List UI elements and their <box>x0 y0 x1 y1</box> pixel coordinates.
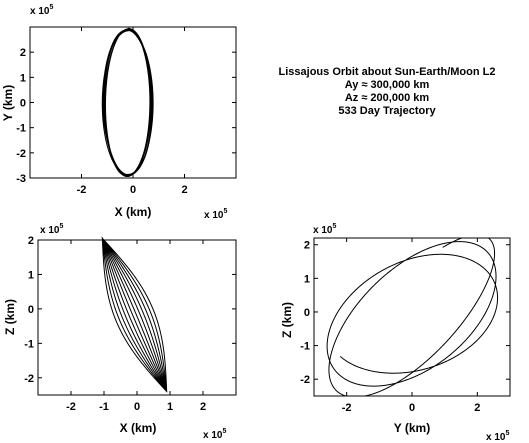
yz-y-multiplier: x 105 <box>313 223 336 236</box>
yz-ticks: -2 0 2 -2 -1 0 1 2 <box>300 238 510 414</box>
yz-xtick-label: 2 <box>474 402 480 414</box>
xz-ytick-label: -2 <box>24 373 34 385</box>
xz-xtick-label: 2 <box>200 401 206 413</box>
xy-ticks: -2 0 2 -3 -2 -1 0 1 2 <box>16 27 236 196</box>
yz-ytick-label: 2 <box>304 240 310 252</box>
yz-ylabel: Z (km) <box>280 302 294 338</box>
xy-trajectory-line <box>101 27 154 178</box>
annotation-line: Az ≈ 200,000 km <box>344 92 430 104</box>
yz-xlabel: Y (km) <box>394 421 430 435</box>
xz-ytick-label: 0 <box>28 304 34 316</box>
yz-ytick-label: -1 <box>300 341 310 353</box>
xy-y-multiplier: x 105 <box>30 4 53 17</box>
yz-ytick-label: -2 <box>300 374 310 386</box>
xy-x-multiplier: x 105 <box>204 208 227 221</box>
yz-x-multiplier: x 105 <box>486 430 509 443</box>
yz-trajectory-line <box>326 237 499 397</box>
orbit-annotation: Lissajous Orbit about Sun-Earth/Moon L2 … <box>262 66 512 118</box>
xy-plot: -2 0 2 -3 -2 -1 0 1 2 x 105 x 105 X (km) Y (km) <box>1 4 237 221</box>
yz-xtick-label: 0 <box>409 402 415 414</box>
yz-ytick-label: 1 <box>304 273 310 285</box>
xz-xtick-label: 0 <box>134 401 140 413</box>
xy-ytick-label: 2 <box>20 47 26 59</box>
xz-xtick-label: 1 <box>167 401 173 413</box>
xy-xtick-label: -2 <box>77 184 87 196</box>
xy-ytick-label: 0 <box>20 98 26 110</box>
yz-ytick-label: 0 <box>304 307 310 319</box>
xy-xtick-label: 2 <box>181 184 187 196</box>
xz-ticks: -2 -1 0 1 2 -2 -1 0 1 2 <box>24 235 236 413</box>
yz-xtick-label: -2 <box>342 402 352 414</box>
xy-ytick-label: -3 <box>16 173 26 185</box>
xz-x-multiplier: x 105 <box>203 428 226 441</box>
xy-ytick-label: -1 <box>16 123 26 135</box>
xz-ytick-label: 2 <box>28 235 34 247</box>
xz-xtick-label: -1 <box>99 401 109 413</box>
xy-xtick-label: 0 <box>130 184 136 196</box>
xz-y-multiplier: x 105 <box>40 223 63 236</box>
xz-ytick-label: -1 <box>24 338 34 350</box>
xz-plot: -2 -1 0 1 2 -2 -1 0 1 2 x 105 x 105 X (km) Z (km) <box>3 223 237 441</box>
xz-trajectory-line <box>101 236 168 393</box>
xz-xtick-label: -2 <box>66 401 76 413</box>
xz-xlabel: X (km) <box>120 421 157 435</box>
annotation-line: 533 Day Trajectory <box>338 105 436 117</box>
yz-plot: -2 0 2 -2 -1 0 1 2 x 105 x 105 Y (km) Z (km) <box>280 223 511 443</box>
xy-plot-frame <box>29 26 237 179</box>
annotation-line: Ay ≈ 300,000 km <box>344 79 430 91</box>
annotation-line: Lissajous Orbit about Sun-Earth/Moon L2 <box>278 66 496 78</box>
xz-ytick-label: 1 <box>28 269 34 281</box>
xy-ytick-label: -2 <box>16 148 26 160</box>
xy-ytick-label: 1 <box>20 72 26 84</box>
xy-ylabel: Y (km) <box>1 85 15 121</box>
xz-ylabel: Z (km) <box>3 299 17 335</box>
xy-xlabel: X (km) <box>115 205 152 219</box>
